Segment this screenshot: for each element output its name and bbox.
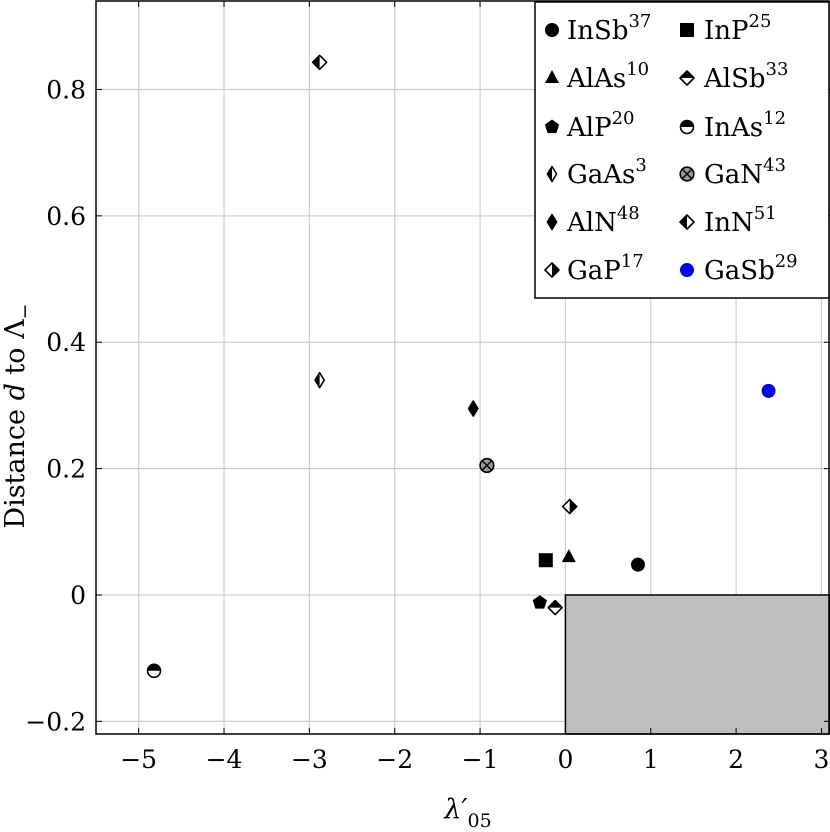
legend-item-inas: InAs12 [679,108,786,143]
legend: InSb37 InP25 AlAs10 AlSb33 AlP20 InAs12 GaAs3 G… [534,1,830,299]
legend-marker-inn [679,214,695,230]
point-aln [467,400,479,417]
legend-item-gaas: GaAs3 [546,155,647,190]
point-gasb [761,383,776,398]
point-insb [630,557,645,572]
x-tick-label: 2 [728,745,744,774]
legend-marker-insb [545,23,559,37]
y-tick-label: 0.4 [46,328,86,357]
legend-label-gap: GaP17 [567,251,644,286]
shaded-region [564,594,830,735]
legend-label-alas: AlAs10 [566,59,649,94]
x-tick-label: 1 [643,745,659,774]
x-tick-label: −4 [206,745,243,774]
point-inn [311,54,328,71]
legend-item-gan: GaN43 [679,155,786,190]
legend-item-alsb: AlSb33 [679,59,788,94]
legend-marker-gasb [680,263,694,277]
point-gan [479,457,495,474]
y-tick-label: 0 [70,581,86,610]
axis-ticks: −5 −4 −3 −2 −1 0 1 2 3 −0.2 0 0.2 0.4 0.6 0.8 [25,1,830,774]
y-tick-label: −0.2 [25,707,86,736]
legend-item-gasb: GaSb29 [680,251,798,286]
point-inp [538,553,553,568]
legend-label-aln: AlN48 [566,203,640,238]
legend-marker-aln [546,213,558,231]
legend-label-inp: InP25 [704,11,771,46]
point-inas [146,663,162,679]
legend-box [534,1,830,299]
x-tick-label: −1 [462,745,499,774]
legend-item-inp: InP25 [680,11,771,46]
legend-item-gap: GaP17 [544,251,644,286]
point-alp [532,595,547,609]
point-alas [561,549,576,563]
y-tick-label: 0.6 [46,202,86,231]
legend-item-alas: AlAs10 [545,59,649,94]
legend-item-insb: InSb37 [545,11,651,46]
point-gap [561,498,578,515]
legend-label-insb: InSb37 [567,11,651,46]
x-tick-label: 0 [557,745,573,774]
legend-label-alp: AlP20 [566,108,635,143]
x-tick-label: 3 [814,745,830,774]
legend-item-alp: AlP20 [544,108,635,143]
legend-label-gaas: GaAs3 [567,155,647,190]
data-points [146,54,776,679]
point-alsb [547,599,563,616]
y-axis-label: Distance d to Λ− [0,303,36,528]
y-tick-label: 0.8 [46,75,86,104]
x-tick-label: −2 [376,745,413,774]
legend-label-alsb: AlSb33 [703,59,788,94]
legend-marker-gaas [546,165,558,183]
point-gaas [314,371,326,389]
legend-label-inas: InAs12 [704,108,786,143]
legend-marker-inas [679,119,695,135]
x-tick-label: −3 [291,745,328,774]
x-tick-label: −5 [120,745,157,774]
legend-marker-gan [679,166,695,182]
y-tick-label: 0.2 [46,455,86,484]
legend-label-inn: InN51 [704,203,777,238]
legend-label-gasb: GaSb29 [704,251,798,286]
legend-item-aln: AlN48 [546,203,640,238]
plot-frame [95,0,830,735]
legend-item-inn: InN51 [679,203,777,238]
legend-marker-inp [680,23,694,37]
x-axis-label: λ′05 [443,794,491,832]
legend-marker-gap [544,262,560,278]
legend-marker-alsb [679,70,695,86]
legend-marker-alp [544,119,560,134]
legend-marker-alas [545,70,559,83]
legend-label-gan: GaN43 [704,155,786,190]
